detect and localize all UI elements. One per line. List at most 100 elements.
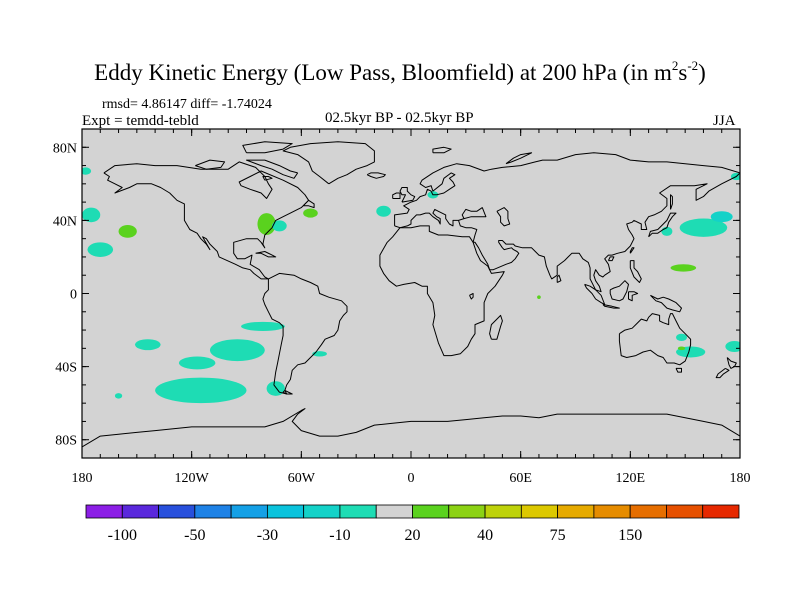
- coastline-sulawesi: [628, 291, 639, 302]
- coastline-ireland: [392, 192, 401, 199]
- coastline-philippines: [629, 260, 642, 283]
- coastline-sumatra: [584, 283, 606, 305]
- coastline-new-guinea: [650, 294, 682, 313]
- axis-layer: 180 120W 60W 0 60E 120E 180 80N 40N 0 40S 80S: [53, 129, 751, 486]
- colorbar-box-14: [593, 504, 631, 519]
- colorbar-box-8: [375, 504, 413, 519]
- colorbar-label-5: 40: [477, 527, 493, 544]
- anomaly-region-1: [87, 242, 114, 257]
- coastline-hainan: [607, 256, 615, 262]
- anomaly-region-2: [82, 167, 92, 175]
- colorbar-box-2: [158, 504, 196, 519]
- coastline-novaya-zemlya: [505, 152, 533, 165]
- anomaly-region-15: [241, 321, 285, 331]
- anomaly-region-6: [303, 208, 318, 218]
- chart-title: Eddy Kinetic Energy (Low Pass, Bloomfiel…: [94, 58, 706, 85]
- colorbar-label-4: 20: [405, 527, 421, 544]
- coastline-java: [602, 304, 620, 309]
- anomaly-region-11: [710, 211, 733, 223]
- colorbar-label-1: -50: [184, 527, 205, 544]
- anomaly-region-23: [676, 333, 687, 342]
- y-tick-label-1: 40N: [53, 214, 77, 229]
- experiment-label: Expt = temdd-tebld: [82, 113, 199, 129]
- stats-label: rmsd= 4.86147 diff= -1.74024: [102, 97, 272, 112]
- y-tick-label-0: 80N: [53, 141, 77, 156]
- colorbar-box-3: [194, 504, 232, 519]
- coastline-victoria-island: [195, 159, 226, 170]
- colorbar-box-1: [121, 504, 159, 519]
- coastline-australia: [618, 313, 692, 366]
- coastline-north-america: [103, 161, 310, 280]
- coastline-iceland: [366, 172, 386, 179]
- anomaly-region-25: [725, 341, 740, 352]
- coastline-eurasia: [394, 152, 740, 293]
- anomaly-region-10: [679, 218, 728, 237]
- x-tick-label-3: 0: [408, 471, 415, 486]
- coastline-tasmania: [675, 367, 682, 373]
- coastline-tierra-del-fuego: [282, 389, 293, 395]
- coastline-cuba: [255, 251, 277, 258]
- colorbar-box-15: [629, 504, 667, 519]
- coastline-antarctica: [82, 408, 740, 448]
- colorbar-box-11: [484, 504, 522, 519]
- anomaly-region-21: [114, 393, 123, 399]
- anomaly-region-20: [266, 381, 285, 396]
- colorbar: -100 -50 -30 -10 20 40 75 150: [85, 504, 740, 544]
- y-tick-label-4: 80S: [55, 434, 77, 449]
- coastline-new-zealand-south: [715, 367, 730, 379]
- anomaly-region-18: [178, 356, 216, 370]
- anomaly-region-7: [376, 205, 391, 217]
- colorbar-label-3: -10: [329, 527, 350, 544]
- coastline-sri-lanka: [556, 274, 562, 283]
- anomaly-region-26: [677, 346, 686, 351]
- colorbar-box-4: [230, 504, 268, 519]
- anomaly-region-0: [82, 207, 101, 223]
- x-tick-label-2: 60W: [288, 471, 316, 486]
- coastline-south-america: [262, 272, 348, 395]
- x-tick-label-0: 180: [72, 471, 93, 486]
- anomaly-region-17: [209, 339, 265, 362]
- coastline-sakhalin: [670, 194, 673, 210]
- colorbar-box-17: [702, 504, 740, 519]
- coastline-borneo: [609, 280, 629, 302]
- coastline-svalbard: [432, 146, 452, 154]
- colorbar-label-2: -30: [257, 527, 278, 544]
- anomaly-layer: [82, 167, 740, 404]
- x-tick-label-4: 60E: [509, 471, 532, 486]
- anomaly-region-3: [118, 224, 137, 238]
- x-tick-label-1: 120W: [175, 471, 210, 486]
- colorbar-label-7: 150: [618, 527, 642, 544]
- coastline-baffin-island: [246, 159, 299, 179]
- coastline-taiwan: [629, 247, 635, 254]
- coastline-caspian-sea: [496, 207, 511, 227]
- coastline-great-britain: [399, 187, 416, 203]
- anomaly-region-4: [257, 213, 276, 236]
- anomaly-region-13: [670, 264, 697, 272]
- colorbar-box-6: [303, 504, 341, 519]
- coastline-layer: [82, 141, 740, 448]
- colorbar-label-6: 75: [550, 527, 566, 544]
- y-tick-label-2: 0: [70, 288, 77, 303]
- colorbar-label-0: -100: [108, 527, 137, 544]
- coastline-japan: [648, 212, 677, 238]
- colorbar-box-12: [520, 504, 559, 519]
- colorbar-box-16: [666, 504, 704, 519]
- anomaly-region-14: [537, 295, 541, 299]
- anomaly-region-5: [272, 220, 287, 232]
- colorbar-box-0: [85, 504, 123, 519]
- coastline-greenland: [282, 141, 375, 185]
- colorbar-box-5: [266, 504, 305, 519]
- colorbar-box-13: [557, 504, 595, 519]
- coastline-africa: [379, 225, 505, 357]
- map-background: [82, 129, 740, 458]
- coastline-newfoundland: [302, 199, 315, 209]
- colorbar-box-9: [412, 504, 450, 519]
- coastline-ellesmere-island: [242, 141, 293, 154]
- colorbar-box-10: [448, 504, 486, 519]
- period-label: 02.5kyr BP - 02.5kyr BP: [325, 110, 474, 126]
- coastline-madagascar: [489, 314, 503, 340]
- season-label: JJA: [713, 113, 736, 129]
- x-tick-label-6: 180: [730, 471, 751, 486]
- y-tick-label-3: 40S: [55, 361, 77, 376]
